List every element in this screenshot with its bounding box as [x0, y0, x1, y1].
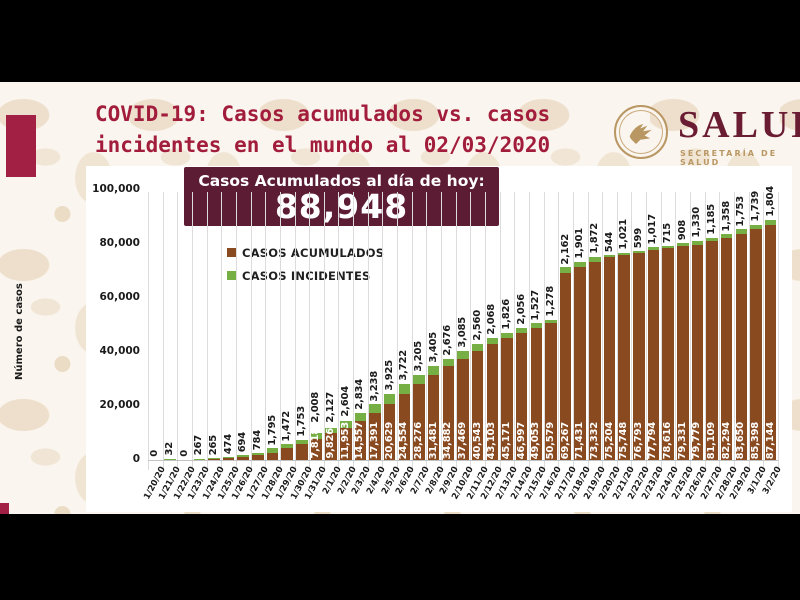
total-cases-banner: Casos Acumulados al día de hoy: 88,948: [184, 167, 499, 226]
letterbox-bottom: [0, 514, 800, 600]
salud-logo: SALUD SECRETARÍA DE SALUD: [612, 103, 800, 167]
banner-value: 88,948: [274, 187, 409, 226]
y-axis-title: Número de casos: [14, 283, 25, 381]
banner-label: Casos Acumulados al día de hoy:: [198, 172, 485, 190]
page-title-line2: incidentes en el mundo al 02/03/2020: [95, 133, 551, 157]
left-accent-bar-bottom: [0, 503, 9, 514]
legend-label-incident: CASOS INCIDENTES: [242, 268, 371, 283]
legend-item-accumulated: CASOS ACUMULADOS: [227, 241, 384, 264]
eagle-icon: [629, 124, 652, 145]
salud-subtitle: SECRETARÍA DE SALUD: [680, 149, 778, 167]
salud-wordmark: SALUD: [678, 104, 800, 146]
left-accent-bar: [6, 115, 36, 177]
page-title-line1: COVID-19: Casos acumulados vs. casos: [95, 102, 551, 126]
legend-item-incident: CASOS INCIDENTES: [227, 264, 384, 287]
legend-swatch-accumulated: [227, 248, 236, 257]
legend-label-accumulated: CASOS ACUMULADOS: [242, 245, 385, 260]
chart-legend: CASOS ACUMULADOS CASOS INCIDENTES: [227, 241, 384, 287]
letterbox-top: [0, 0, 800, 82]
page-title: COVID-19: Casos acumulados vs. casos inc…: [95, 99, 615, 161]
legend-swatch-incident: [227, 271, 236, 280]
coat-of-arms-seal-icon: [614, 105, 668, 159]
